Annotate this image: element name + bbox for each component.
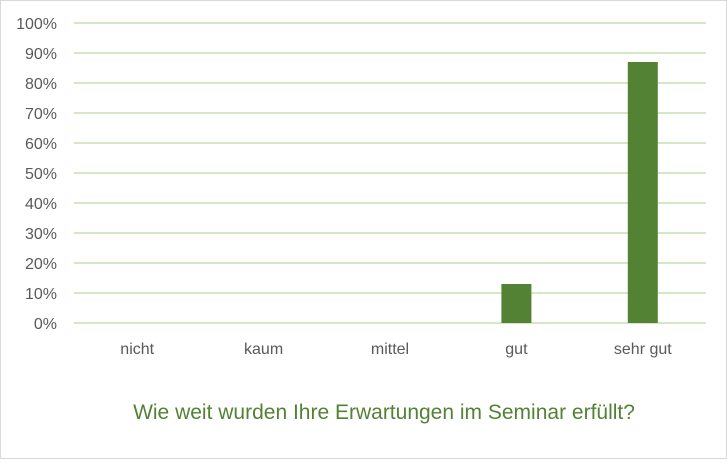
- bars: [501, 62, 658, 323]
- y-tick-label: 60%: [25, 136, 57, 153]
- y-tick-label: 40%: [25, 196, 57, 213]
- y-tick-label: 10%: [25, 286, 57, 303]
- y-tick-label: 80%: [25, 76, 57, 93]
- y-tick-label: 20%: [25, 256, 57, 273]
- bar-gut: [501, 284, 532, 323]
- y-tick-label: 30%: [25, 226, 57, 243]
- y-axis-ticks: 0% 10% 20% 30% 40% 50% 60% 70% 80% 90% 100%: [16, 16, 57, 333]
- bar-sehr-gut: [627, 62, 658, 323]
- x-category-label: nicht: [120, 341, 154, 358]
- y-tick-label: 100%: [16, 16, 57, 33]
- y-tick-label: 70%: [25, 106, 57, 123]
- y-tick-label: 0%: [34, 316, 57, 333]
- x-category-label: mittel: [371, 341, 409, 358]
- gridlines: [74, 22, 706, 324]
- y-tick-label: 50%: [25, 166, 57, 183]
- x-category-label: gut: [505, 341, 528, 358]
- x-axis-categories: nicht kaum mittel gut sehr gut: [120, 341, 672, 358]
- y-tick-label: 90%: [25, 46, 57, 63]
- x-category-label: sehr gut: [614, 341, 672, 358]
- x-category-label: kaum: [244, 341, 283, 358]
- chart-title: Wie weit wurden Ihre Erwartungen im Semi…: [133, 401, 635, 424]
